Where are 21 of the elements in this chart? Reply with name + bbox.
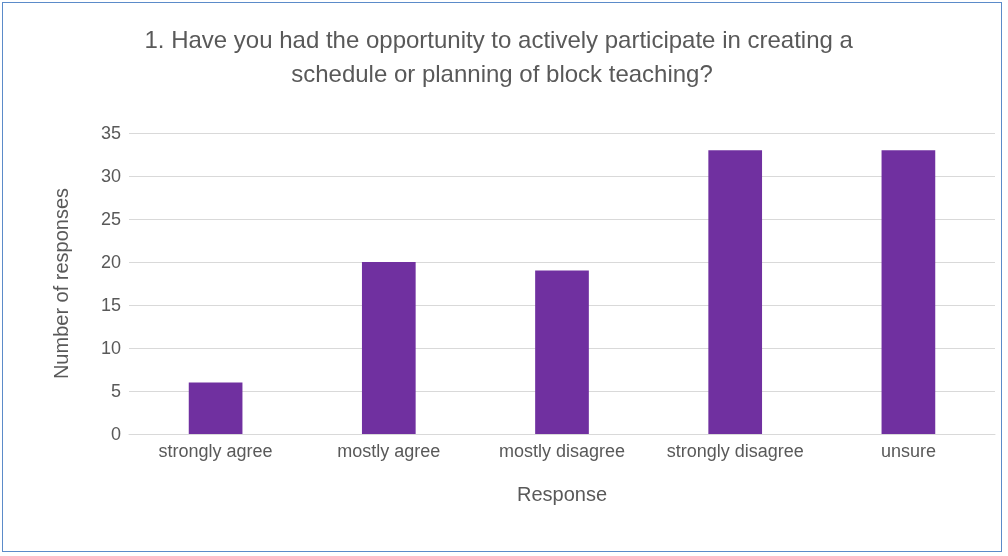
x-tick-label: mostly agree: [337, 441, 441, 461]
bar: [188, 382, 243, 434]
x-axis-title: Response: [516, 483, 608, 505]
y-axis-title: Number of responses: [50, 187, 72, 380]
bar: [881, 150, 936, 434]
x-tick-label: strongly agree: [158, 441, 273, 461]
y-tick-label: 20: [100, 252, 121, 272]
y-tick-label: 15: [100, 295, 121, 315]
y-tick-label: 30: [100, 166, 121, 186]
x-tick-label: unsure: [880, 441, 936, 461]
bar: [708, 150, 763, 434]
y-tick-label: 5: [110, 381, 121, 401]
y-tick-label: 0: [110, 424, 121, 444]
y-tick-label: 25: [100, 209, 121, 229]
x-tick-label: mostly disagree: [498, 441, 626, 461]
x-tick-label: strongly disagree: [666, 441, 804, 461]
y-tick-label: 10: [100, 338, 121, 358]
y-tick-label: 35: [100, 123, 121, 143]
bar: [361, 262, 416, 434]
bar: [535, 270, 589, 434]
chart-title: 1. Have you had the opportunity to actively participate in creating a schedule or planning of block teaching?: [144, 25, 860, 87]
